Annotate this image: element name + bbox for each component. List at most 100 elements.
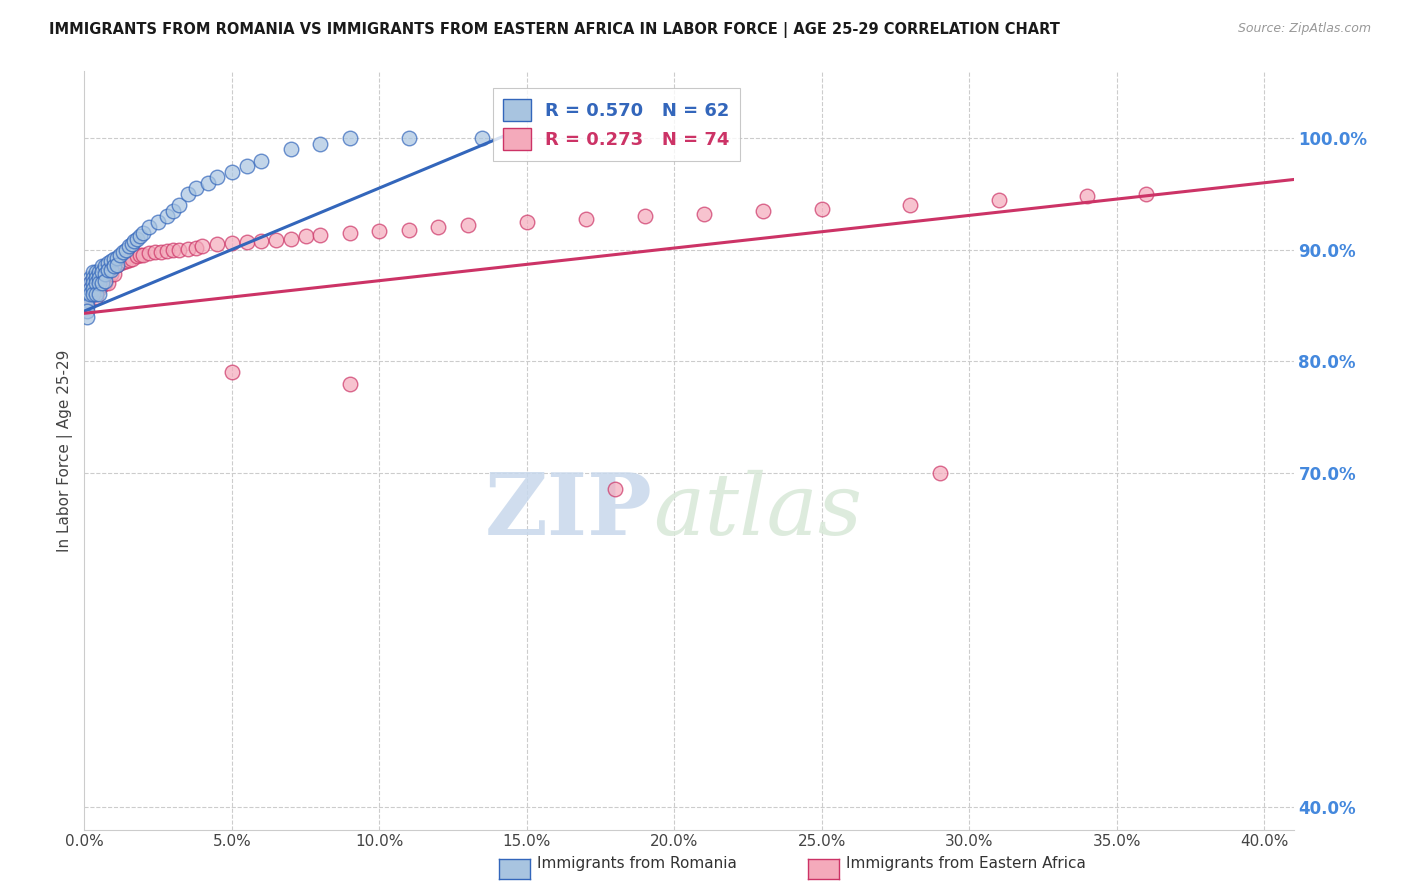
Point: [97, 263, 120, 277]
Point: [91, 265, 114, 279]
Point: [1135, 187, 1157, 202]
Point: [186, 241, 208, 255]
Point: [76, 287, 98, 301]
Point: [84, 277, 107, 291]
Point: [103, 260, 125, 274]
Point: [105, 251, 128, 265]
Point: [82, 285, 104, 300]
Point: [368, 224, 391, 238]
Point: [84, 270, 107, 285]
Point: [928, 466, 950, 480]
Point: [87, 277, 110, 291]
Point: [87, 268, 110, 282]
Point: [84, 290, 107, 304]
Point: [309, 228, 332, 243]
Point: [124, 234, 146, 248]
Point: [339, 376, 361, 391]
Point: [79, 277, 101, 291]
Point: [87, 287, 110, 301]
Point: [84, 265, 107, 279]
Point: [132, 226, 155, 240]
Point: [197, 176, 219, 190]
Point: [471, 131, 494, 145]
Point: [111, 245, 134, 260]
Point: [91, 277, 114, 291]
Point: [751, 203, 773, 218]
Point: [138, 246, 160, 260]
Point: [138, 220, 160, 235]
Point: [76, 299, 98, 313]
Point: [76, 299, 98, 313]
Point: [84, 282, 107, 296]
Point: [97, 277, 120, 291]
Point: [97, 263, 120, 277]
Point: [87, 282, 110, 296]
Point: [810, 202, 832, 216]
Point: [205, 237, 228, 252]
Point: [117, 239, 139, 253]
Point: [235, 235, 257, 249]
Point: [156, 244, 179, 258]
Point: [235, 159, 257, 173]
Point: [186, 181, 208, 195]
Point: [117, 252, 139, 267]
Point: [221, 366, 243, 380]
Point: [398, 223, 420, 237]
Point: [91, 278, 114, 293]
Point: [82, 277, 104, 291]
Point: [94, 268, 117, 282]
Point: [79, 287, 101, 301]
Point: [1076, 189, 1098, 203]
Point: [76, 304, 98, 318]
Point: [94, 263, 117, 277]
Point: [82, 278, 104, 293]
Point: [82, 287, 104, 301]
Point: [167, 243, 190, 257]
Point: [250, 153, 273, 168]
Point: [108, 256, 131, 270]
Point: [94, 260, 117, 274]
Point: [91, 270, 114, 285]
Point: [162, 243, 184, 257]
Point: [94, 274, 117, 288]
Point: [127, 232, 149, 246]
Point: [987, 193, 1010, 207]
Point: [87, 270, 110, 285]
Point: [100, 263, 122, 277]
Point: [264, 233, 287, 247]
Point: [114, 254, 136, 268]
Point: [427, 220, 450, 235]
Point: [339, 131, 361, 145]
Point: [100, 260, 122, 275]
Point: [94, 269, 117, 284]
Point: [76, 293, 98, 307]
Point: [103, 268, 125, 282]
Point: [398, 131, 420, 145]
Point: [129, 248, 152, 262]
Point: [91, 260, 114, 274]
Y-axis label: In Labor Force | Age 25-29: In Labor Force | Age 25-29: [58, 350, 73, 551]
Point: [105, 259, 128, 273]
Point: [79, 290, 101, 304]
Point: [156, 210, 179, 224]
Point: [457, 219, 479, 233]
Point: [97, 268, 120, 283]
Point: [167, 198, 190, 212]
Point: [692, 207, 714, 221]
Point: [132, 248, 155, 262]
Point: [634, 210, 657, 224]
Text: Immigrants from Romania: Immigrants from Romania: [537, 856, 737, 871]
Point: [176, 242, 198, 256]
Point: [898, 198, 921, 212]
Text: IMMIGRANTS FROM ROMANIA VS IMMIGRANTS FROM EASTERN AFRICA IN LABOR FORCE | AGE 2: IMMIGRANTS FROM ROMANIA VS IMMIGRANTS FR…: [49, 22, 1060, 38]
Point: [97, 256, 120, 270]
Point: [129, 229, 152, 244]
Point: [250, 234, 273, 248]
Point: [121, 252, 143, 266]
Point: [143, 245, 166, 260]
Point: [82, 282, 104, 296]
Point: [127, 250, 149, 264]
Point: [94, 277, 117, 291]
Point: [114, 243, 136, 257]
Point: [605, 483, 627, 497]
